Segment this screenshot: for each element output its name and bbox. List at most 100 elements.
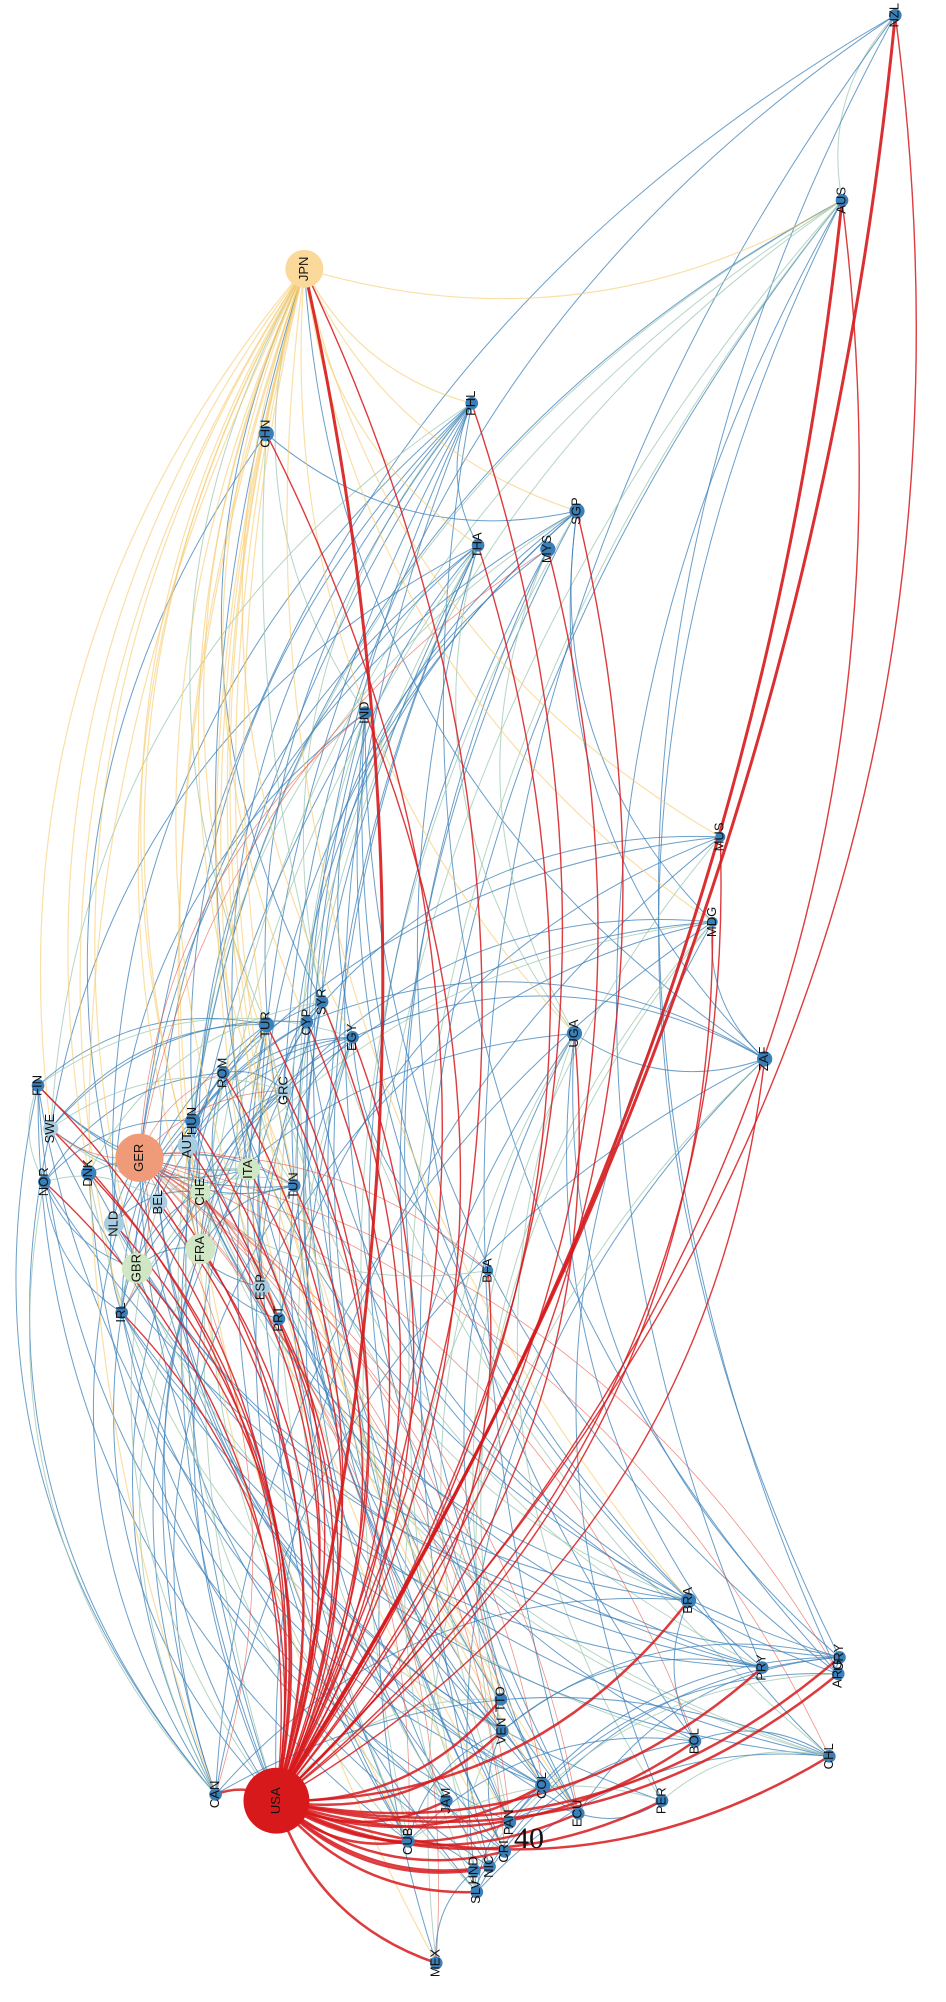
edge: [305, 1037, 490, 1867]
edge: [88, 1001, 323, 1174]
edge: [300, 268, 575, 1034]
edge: [463, 1033, 575, 1786]
edge: [275, 545, 552, 1802]
edge: [275, 548, 599, 1802]
edge: [121, 1191, 201, 1313]
node: [571, 1807, 585, 1820]
edge: [306, 981, 765, 1060]
node: [103, 1213, 125, 1234]
edge: [289, 1185, 503, 1732]
edge: [569, 510, 766, 1060]
node-label: CUB: [400, 1828, 415, 1855]
node-label: JAM: [438, 1788, 453, 1814]
node: [833, 1651, 846, 1664]
edge: [265, 433, 578, 522]
node: [483, 1860, 496, 1873]
edge: [276, 1058, 766, 1802]
edge: [222, 268, 308, 1023]
node-label: NOR: [36, 1167, 51, 1196]
node-label: NIC: [481, 1855, 496, 1877]
node-label: USA: [268, 1787, 283, 1814]
edge-layer: [15, 14, 917, 1965]
node-label: IND: [357, 701, 372, 723]
edge: [222, 1072, 696, 1742]
node: [755, 1661, 769, 1674]
edge: [306, 835, 721, 1023]
node-label: ZAF: [756, 1047, 771, 1072]
node-label: PAN: [501, 1809, 516, 1835]
node: [540, 541, 556, 557]
node: [569, 503, 585, 519]
node-label: MEX: [428, 1949, 443, 1978]
node-label: ROM: [215, 1058, 230, 1088]
edge: [276, 1698, 501, 1802]
edge: [139, 1157, 254, 1795]
node: [287, 1179, 301, 1193]
edge: [274, 268, 385, 1802]
node: [38, 1175, 51, 1189]
edge: [275, 200, 844, 1802]
edge: [304, 199, 843, 300]
edge: [711, 921, 766, 1060]
edge: [139, 1157, 410, 1842]
edge: [296, 1022, 579, 1814]
node: [566, 1025, 583, 1042]
node-label: ARG: [830, 1660, 845, 1688]
node-label: COL: [534, 1772, 549, 1799]
node-label: CYP: [298, 1009, 313, 1036]
node: [115, 1133, 164, 1182]
edge: [661, 1751, 830, 1802]
edge: [190, 402, 473, 1193]
edge: [139, 712, 366, 1158]
edge: [88, 1172, 290, 1801]
edge: [572, 1033, 840, 1658]
edge: [50, 1076, 285, 1130]
edge: [275, 1755, 830, 1851]
node: [177, 1134, 198, 1156]
node: [149, 1193, 168, 1212]
node-label: FIN: [29, 1075, 44, 1096]
edge: [265, 1024, 763, 1669]
edge: [476, 1740, 695, 1893]
edge: [260, 1286, 334, 1801]
edge: [275, 510, 624, 1802]
edge: [88, 268, 305, 1795]
node-label: CHN: [258, 420, 273, 448]
edge: [139, 1157, 830, 1757]
edge: [275, 268, 483, 1802]
edge: [199, 1191, 830, 1757]
edge: [275, 1037, 415, 1802]
edge: [265, 433, 443, 1802]
edge: [199, 1191, 320, 1801]
edge: [368, 548, 549, 1823]
edge: [566, 1033, 830, 1757]
node-label: BRA: [680, 1587, 695, 1614]
edge: [303, 268, 765, 1060]
edge: [286, 268, 690, 1601]
node: [465, 396, 479, 410]
edge: [416, 545, 696, 1742]
edge: [303, 268, 714, 923]
node: [190, 1181, 211, 1203]
node: [258, 1017, 274, 1033]
edge: [140, 268, 305, 1146]
edge: [260, 921, 713, 1288]
node-label: AUT: [179, 1132, 194, 1158]
edge: [616, 200, 843, 1668]
node: [358, 706, 372, 720]
node: [429, 1956, 443, 1970]
node-label: GER: [131, 1144, 146, 1172]
node: [237, 1157, 260, 1181]
node-label: UGA: [566, 1019, 581, 1048]
node: [272, 1312, 286, 1326]
edge: [111, 402, 473, 1224]
node-label: MDG: [704, 907, 719, 937]
node-label: THA: [470, 532, 485, 558]
node-label: VEN: [494, 1718, 509, 1745]
node-label: TTO: [492, 1686, 507, 1712]
edge: [43, 1181, 138, 1269]
edge: [234, 268, 544, 1786]
edge: [199, 1191, 763, 1669]
edge: [139, 1248, 217, 1795]
